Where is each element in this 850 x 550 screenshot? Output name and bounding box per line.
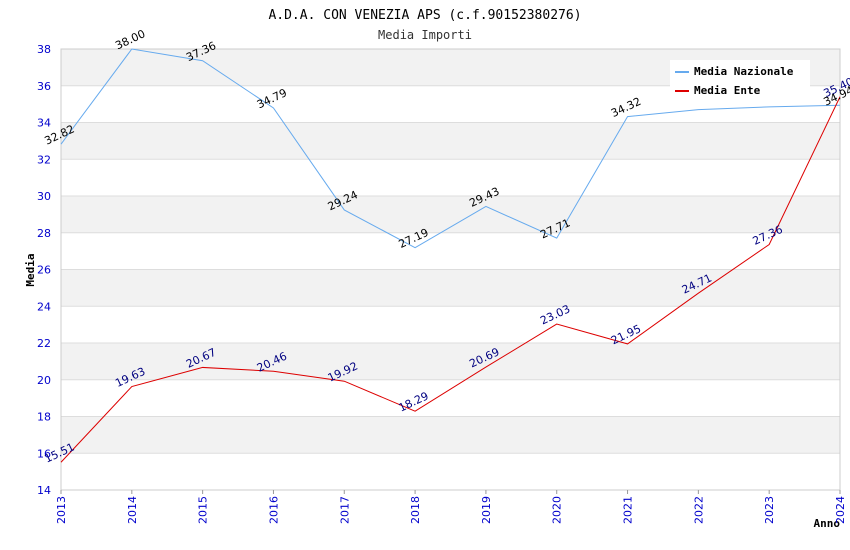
y-tick-label: 38 (37, 43, 51, 56)
y-tick-label: 24 (37, 300, 51, 313)
series-line-media-nazionale (60, 48, 841, 249)
series-lines (60, 48, 841, 463)
x-tick-label: 2021 (622, 496, 635, 524)
y-axis-label: Media (24, 253, 37, 286)
background-band (61, 379, 840, 417)
gridlines (60, 48, 841, 491)
background-band (61, 306, 840, 343)
x-tick-label: 2014 (126, 496, 139, 524)
x-tick-label: 2013 (55, 496, 68, 524)
x-tick-label: 2016 (267, 496, 280, 524)
x-tick-label: 2023 (763, 496, 776, 524)
background-band (61, 159, 840, 196)
legend-label-nazionale: Media Nazionale (694, 65, 794, 78)
y-tick-label: 26 (37, 264, 51, 277)
x-tick-label: 2024 (834, 496, 847, 524)
background-band (61, 343, 840, 380)
x-tick-label: 2019 (480, 496, 493, 524)
x-axis-ticks: 2013 2014 2015 2016 2017 2018 2019 2020 2021 2022… (55, 490, 847, 524)
x-tick-label: 2017 (338, 496, 351, 524)
x-axis-label: Anno (814, 517, 841, 530)
y-tick-label: 32 (37, 153, 51, 166)
legend-box (670, 60, 810, 100)
y-tick-label: 18 (37, 411, 51, 424)
legend: Media Nazionale Media Ente (670, 60, 810, 100)
background-band (61, 122, 840, 160)
background-band (61, 232, 840, 270)
y-tick-label: 30 (37, 190, 51, 203)
background-band (61, 453, 840, 490)
x-tick-label: 2020 (551, 496, 564, 524)
y-axis-ticks: 14 16 18 20 22 24 26 28 30 32 34 36 38 (37, 43, 51, 497)
y-tick-label: 22 (37, 337, 51, 350)
y-tick-label: 20 (37, 374, 51, 387)
y-tick-label: 28 (37, 227, 51, 240)
background-band (61, 269, 840, 307)
background-band (61, 416, 840, 454)
legend-label-ente: Media Ente (694, 84, 761, 97)
x-tick-label: 2018 (409, 496, 422, 524)
y-tick-label: 16 (37, 447, 51, 460)
y-tick-label: 34 (37, 117, 51, 130)
chart-title: A.D.A. CON VENEZIA APS (c.f.90152380276) (268, 8, 581, 23)
y-tick-label: 14 (37, 484, 51, 497)
chart-subtitle: Media Importi (378, 28, 472, 42)
plot-frame (60, 48, 841, 491)
series-line-media-ente (60, 96, 841, 463)
y-tick-label: 36 (37, 80, 51, 93)
x-tick-label: 2015 (197, 496, 210, 524)
x-tick-label: 2022 (692, 496, 705, 524)
